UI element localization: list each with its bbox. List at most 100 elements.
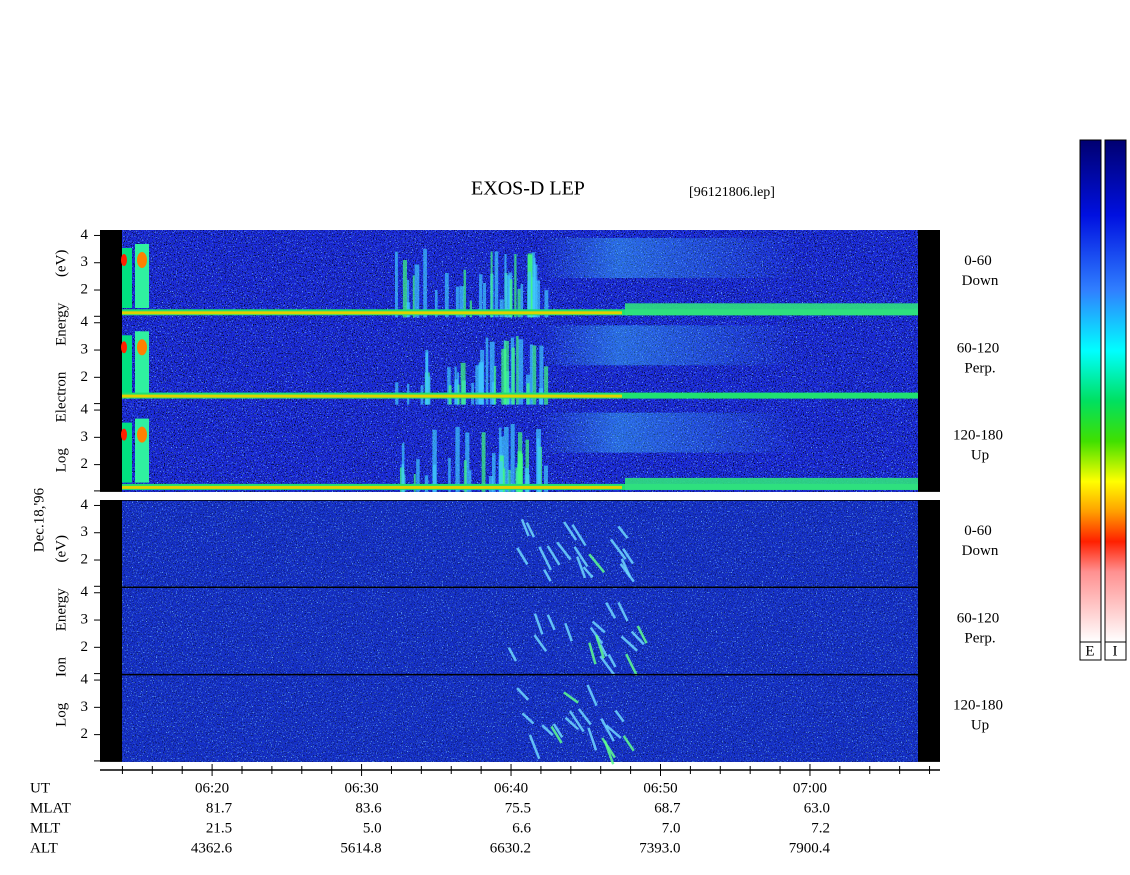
streak [498,461,503,492]
y-tick-label: 2 [81,456,89,472]
streak [536,429,541,492]
band [122,311,622,315]
colorbar-box [1079,641,1102,661]
date-label: Dec.18,'96 [31,487,47,552]
haze [540,412,800,453]
streak [517,288,521,318]
streak [530,277,536,318]
streak [546,545,561,566]
row-value: 7900.4 [789,840,831,856]
streak [539,345,544,405]
streak [591,620,606,634]
streak [424,475,429,492]
streak [515,467,518,492]
streak [504,340,509,405]
streak [483,283,487,318]
streak [556,541,572,561]
streak [502,468,506,492]
streak [582,566,594,579]
streak [529,344,533,405]
panel-direction: Perp. [964,360,995,376]
chart-title: EXOS-D LEP [471,178,585,200]
streak [455,286,459,318]
streak [493,365,497,405]
row-value: 75.5 [505,800,531,816]
streak [605,724,622,739]
y-tick-label: 2 [81,551,89,567]
streak [533,634,548,652]
panel-direction: Down [962,273,999,289]
colorbar-box [1104,641,1127,661]
y-tick-label: 2 [81,639,89,655]
x-tick-label: 06:20 [195,780,229,796]
blob [121,428,127,441]
y-tick-label: 4 [81,401,89,417]
y-tick-label: 2 [81,726,89,742]
streak [499,299,504,318]
streak [395,251,398,318]
blob [122,248,132,308]
streak [614,709,625,723]
row-value: 81.7 [206,800,233,816]
streak [573,546,589,568]
panel-direction: Up [971,718,989,734]
row-value: 7.2 [811,820,830,836]
streak [617,525,629,539]
streak [543,569,552,582]
y-tick-label: 3 [81,524,89,540]
y-tick-label: 4 [81,227,89,243]
haze [540,325,800,366]
streak [511,347,515,405]
colorbar [1079,139,1102,643]
streak [528,734,541,760]
streak [588,553,606,574]
streak [609,538,627,560]
streak [524,467,530,492]
panel-angle: 60-120 [957,610,1000,626]
streak [434,290,438,318]
streak [432,429,437,492]
streak [605,601,617,619]
streak [533,613,544,635]
streak [600,718,615,742]
streak [510,423,515,492]
streak [412,275,415,318]
blob [137,426,147,443]
streak [518,339,524,405]
haze [540,238,800,278]
streak [481,432,486,492]
x-tick-label: 06:30 [344,780,378,796]
streak [444,273,449,318]
streak [406,279,410,318]
streak [507,469,511,492]
row-value: 68.7 [654,800,681,816]
band [122,394,622,398]
streak [475,365,480,405]
blob [122,422,132,483]
row-value: 63.0 [804,800,830,816]
row-label: UT [30,780,50,796]
streak [469,300,473,318]
streak [403,474,406,492]
y-tick-label: 3 [81,341,89,357]
streak [414,264,420,318]
panel-angle: 120-180 [953,428,1003,444]
streak [595,634,605,659]
panel-angle: 60-120 [957,340,1000,356]
streak [525,521,536,538]
streak [460,362,466,405]
streak [455,426,460,492]
row-label: MLT [30,820,60,836]
y-tick-label: 3 [81,429,89,445]
streak [541,724,554,737]
streak [599,655,616,677]
streak [401,464,404,492]
streak [544,290,549,318]
streak [550,725,563,744]
row-label: ALT [30,840,58,856]
row-label: MLAT [30,800,71,816]
streak [454,379,459,405]
streak [619,563,635,583]
streak [575,556,587,579]
